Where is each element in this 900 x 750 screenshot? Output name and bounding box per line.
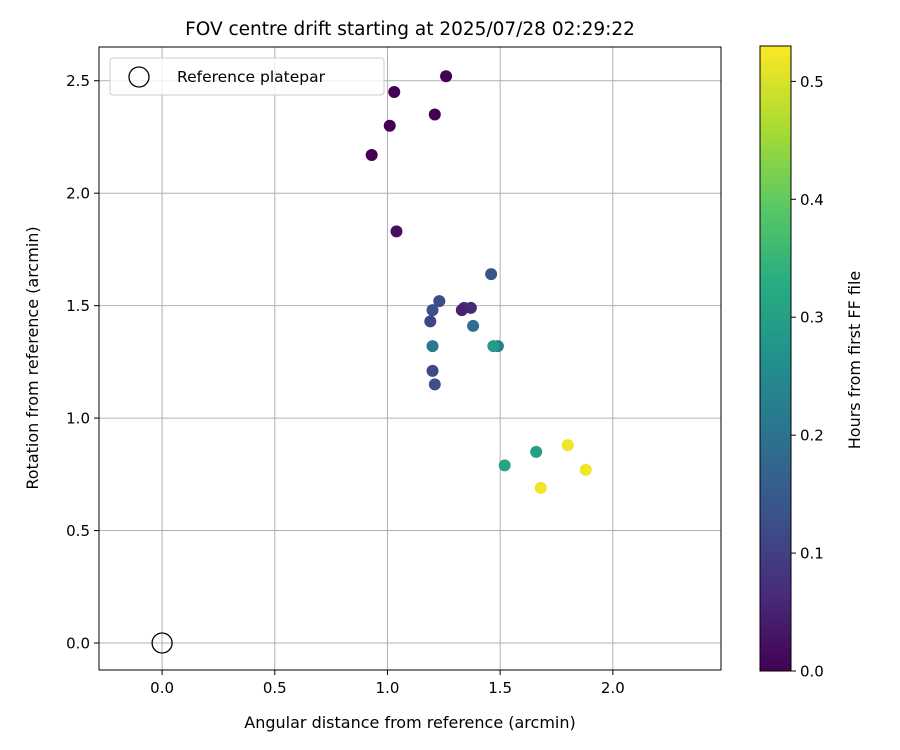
y-axis-label: Rotation from reference (arcmin) bbox=[23, 226, 42, 489]
grid-lines bbox=[99, 47, 721, 670]
colorbar-ticks: 0.0 0.1 0.2 0.3 0.4 0.5 bbox=[791, 73, 824, 681]
data-point bbox=[455, 304, 468, 317]
data-point bbox=[390, 225, 403, 238]
y-tick-label: 1.5 bbox=[66, 297, 90, 315]
data-point bbox=[464, 301, 477, 314]
colorbar-tick-label: 0.2 bbox=[800, 427, 824, 445]
legend-marker bbox=[128, 66, 150, 88]
data-point bbox=[530, 445, 543, 458]
data-point bbox=[485, 268, 498, 281]
x-axis-label: Angular distance from reference (arcmin) bbox=[244, 713, 575, 732]
y-tick-label: 2.0 bbox=[66, 185, 90, 203]
data-point bbox=[440, 70, 453, 83]
x-tick-label: 0.0 bbox=[150, 679, 174, 697]
plot-frame bbox=[98, 46, 722, 671]
x-tick-label: 2.0 bbox=[601, 679, 625, 697]
data-point bbox=[388, 85, 401, 98]
chart-title: FOV centre drift starting at 2025/07/28 … bbox=[185, 19, 635, 40]
data-point bbox=[365, 148, 378, 161]
colorbar-tick-label: 0.3 bbox=[800, 309, 824, 327]
y-tick-label: 0.5 bbox=[66, 522, 90, 540]
y-tick-label: 1.0 bbox=[66, 410, 90, 428]
colorbar-label: Hours from first FF file bbox=[845, 271, 864, 450]
data-point bbox=[579, 463, 592, 476]
data-point bbox=[426, 304, 439, 317]
x-axis-ticks: 0.0 0.5 1.0 1.5 2.0 bbox=[150, 670, 625, 697]
y-tick-label: 0.0 bbox=[66, 635, 90, 653]
data-point bbox=[467, 319, 480, 332]
data-point bbox=[424, 315, 437, 328]
data-point bbox=[383, 119, 396, 132]
colorbar-tick-label: 0.4 bbox=[800, 191, 824, 209]
colorbar bbox=[759, 45, 792, 672]
data-point bbox=[498, 459, 511, 472]
data-point bbox=[561, 439, 574, 452]
data-point bbox=[426, 364, 439, 377]
data-point bbox=[487, 340, 500, 353]
data-points bbox=[365, 70, 592, 494]
legend-box bbox=[109, 57, 385, 96]
colorbar-tick-label: 0.5 bbox=[800, 73, 824, 91]
colorbar-tick-label: 0.1 bbox=[800, 545, 824, 563]
data-point bbox=[428, 378, 441, 391]
colorbar-tick-label: 0.0 bbox=[800, 663, 824, 681]
data-point bbox=[433, 295, 446, 308]
x-tick-label: 1.5 bbox=[488, 679, 512, 697]
data-point bbox=[534, 481, 547, 494]
data-point bbox=[428, 108, 441, 121]
y-axis-ticks: 0.0 0.5 1.0 1.5 2.0 2.5 bbox=[66, 72, 99, 653]
data-point bbox=[426, 340, 439, 353]
x-tick-label: 0.5 bbox=[263, 679, 287, 697]
y-tick-label: 2.5 bbox=[66, 72, 90, 90]
x-tick-label: 1.0 bbox=[376, 679, 400, 697]
reference-point bbox=[151, 632, 173, 654]
legend-label: Reference platepar bbox=[177, 68, 326, 86]
legend: Reference platepar bbox=[109, 57, 385, 96]
